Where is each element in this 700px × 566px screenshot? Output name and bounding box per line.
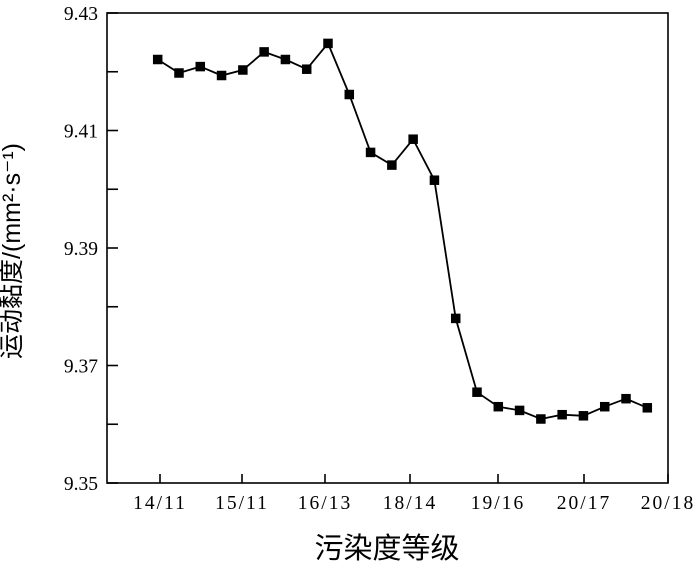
svg-text:运动黏度/(mm²·s⁻¹): 运动黏度/(mm²·s⁻¹) bbox=[0, 143, 26, 359]
svg-text:9.41: 9.41 bbox=[64, 122, 98, 143]
svg-text:14/11: 14/11 bbox=[133, 493, 187, 514]
svg-text:20/17: 20/17 bbox=[557, 493, 611, 514]
svg-text:18/14: 18/14 bbox=[383, 493, 437, 514]
svg-text:9.35: 9.35 bbox=[64, 474, 98, 495]
svg-text:20/18: 20/18 bbox=[641, 493, 695, 514]
svg-text:19/16: 19/16 bbox=[471, 493, 525, 514]
svg-text:9.43: 9.43 bbox=[64, 4, 98, 25]
svg-text:15/11: 15/11 bbox=[215, 493, 269, 514]
svg-text:污染度等级: 污染度等级 bbox=[314, 532, 459, 561]
svg-text:9.39: 9.39 bbox=[64, 239, 98, 260]
svg-text:16/13: 16/13 bbox=[298, 493, 352, 514]
svg-text:9.37: 9.37 bbox=[64, 357, 98, 378]
